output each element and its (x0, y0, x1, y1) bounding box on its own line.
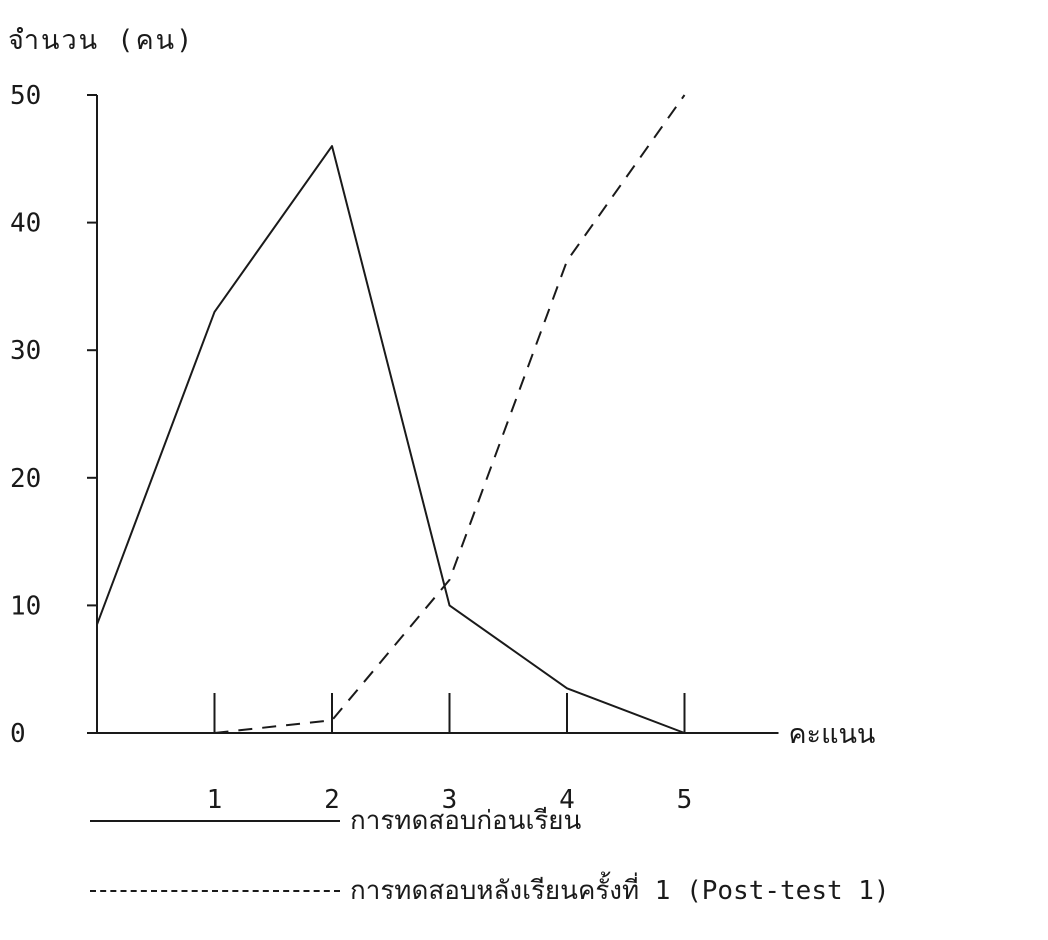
x-tick-label: 3 (442, 785, 458, 815)
y-tick-label: 40 (10, 209, 41, 239)
legend-label-posttest: การทดสอบหลังเรียนครั้งที่ 1 (Post-test 1… (350, 876, 890, 906)
y-axis-label: จำนวน (คน) (8, 25, 195, 56)
y-tick-label: 30 (10, 336, 41, 366)
x-tick-label: 1 (207, 785, 223, 815)
series-line-posttest (214, 94, 686, 734)
legend-label-pretest: การทดสอบก่อนเรียน (350, 806, 582, 836)
y-tick-label: 50 (10, 81, 41, 111)
x-tick-label: 5 (677, 785, 693, 815)
x-tick-label: 2 (324, 785, 340, 815)
legend-item-posttest: การทดสอบหลังเรียนครั้งที่ 1 (Post-test 1… (90, 870, 890, 911)
legend-dashed-line-icon (90, 889, 340, 892)
y-tick-label: 20 (10, 464, 41, 494)
legend-solid-line-icon (90, 819, 340, 822)
x-axis-label: คะแนน (789, 719, 876, 750)
series-line-pretest (96, 145, 685, 734)
x-tick-label: 4 (559, 785, 575, 815)
legend-item-pretest: การทดสอบก่อนเรียน (90, 800, 581, 841)
y-tick-label: 10 (10, 591, 41, 621)
y-tick-label: 0 (10, 719, 26, 749)
